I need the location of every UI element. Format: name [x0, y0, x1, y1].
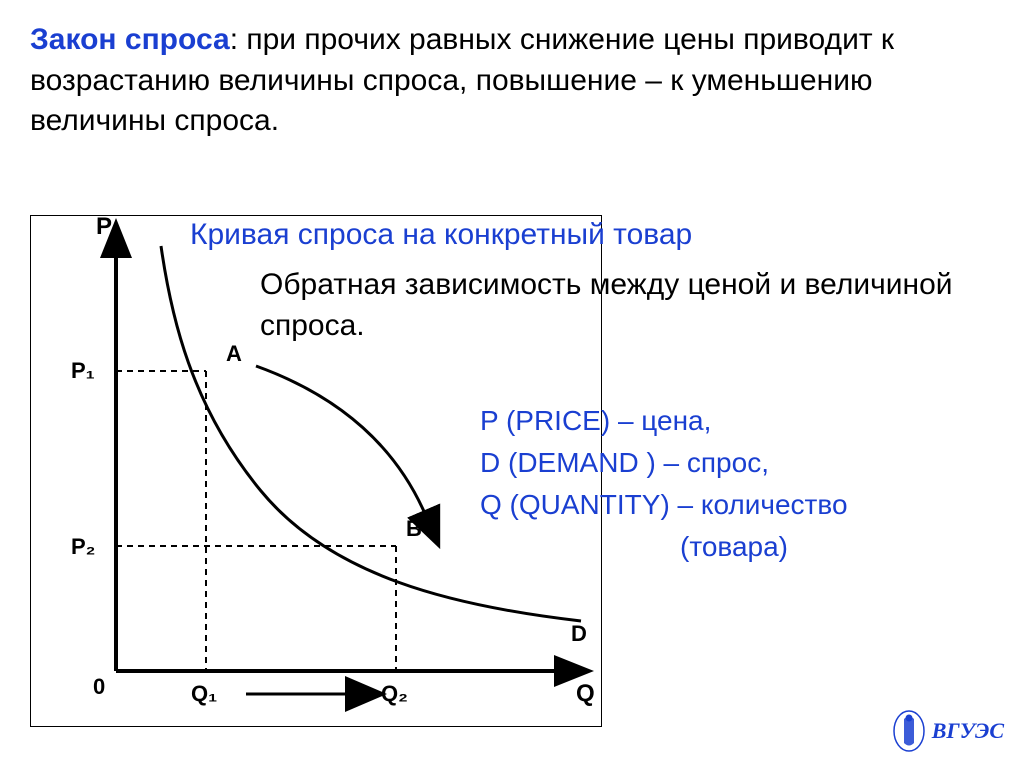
p2-label: P₂ — [71, 534, 95, 559]
q1-label: Q₁ — [191, 681, 217, 706]
q2-label: Q₂ — [381, 681, 408, 706]
point-a-label: A — [226, 341, 242, 366]
origin-label: 0 — [93, 674, 105, 699]
legend-block: P (PRICE) – цена, D (DEMAND ) – спрос, Q… — [480, 400, 848, 568]
slide-container: Закон спроса: при прочих равных снижение… — [0, 0, 1024, 768]
logo-icon — [892, 709, 926, 753]
p1-label: P₁ — [71, 358, 95, 383]
point-b-label: B — [406, 516, 422, 541]
legend-q1: Q (QUANTITY) – количество — [480, 484, 848, 526]
subtitle: Обратная зависимость между ценой и велич… — [260, 265, 1024, 346]
curve-label: D — [571, 621, 587, 646]
legend-p: P (PRICE) – цена, — [480, 400, 848, 442]
x-axis-label: Q — [576, 680, 595, 707]
legend-d: D (DEMAND ) – спрос, — [480, 442, 848, 484]
logo-text: ВГУЭС — [932, 718, 1004, 744]
curve-direction-arrow — [256, 366, 426, 516]
chart-title: Кривая спроса на конкретный товар — [190, 218, 692, 252]
legend-q2: (товара) — [480, 526, 848, 568]
title-block: Закон спроса: при прочих равных снижение… — [30, 20, 994, 142]
logo: ВГУЭС — [892, 709, 1004, 753]
title-label: Закон спроса — [30, 23, 230, 56]
y-axis-label: P — [96, 216, 112, 240]
